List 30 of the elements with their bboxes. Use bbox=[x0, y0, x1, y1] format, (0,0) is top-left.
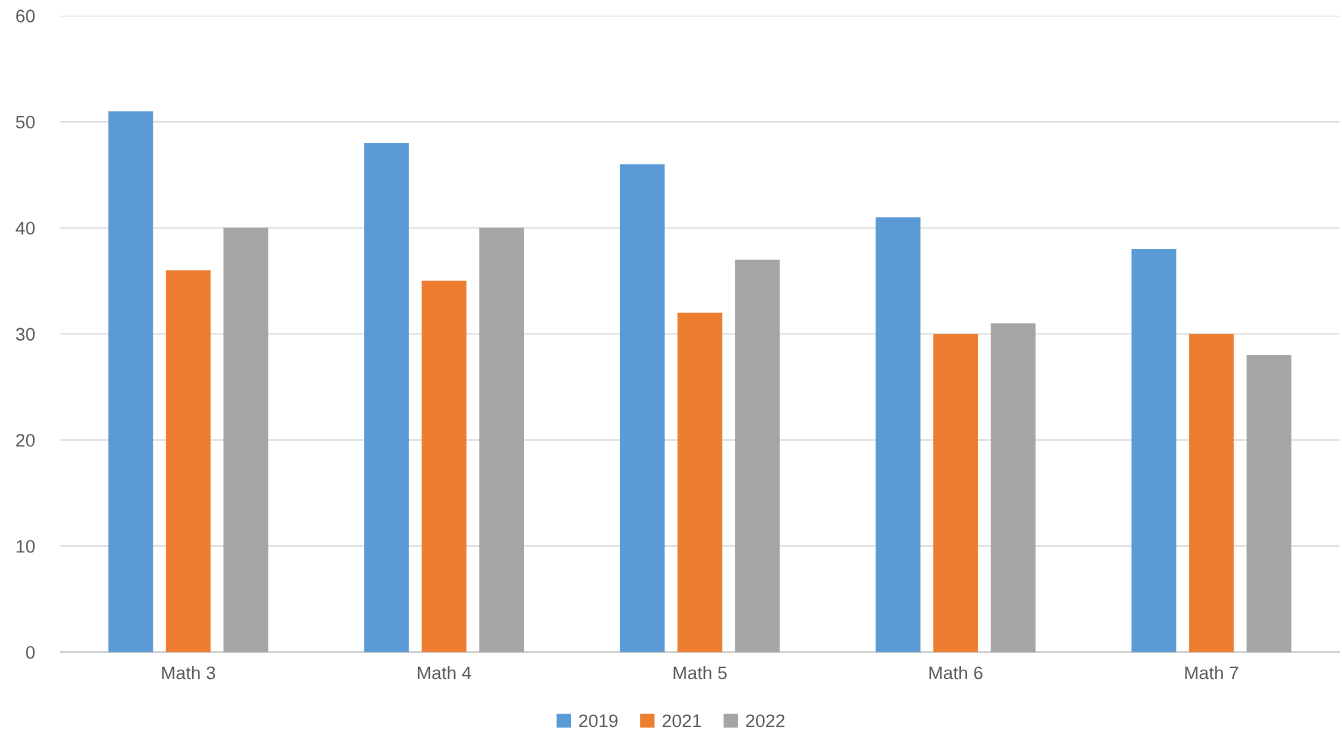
bar bbox=[990, 323, 1036, 653]
legend-label: 2021 bbox=[662, 714, 702, 728]
legend-label: 2022 bbox=[746, 714, 785, 728]
bar bbox=[875, 217, 921, 653]
x-tick-label: Math 3 bbox=[162, 666, 216, 680]
y-tick-label: 40 bbox=[15, 221, 35, 235]
x-tick-label: Math 7 bbox=[1185, 666, 1239, 680]
y-tick-label: 30 bbox=[16, 327, 35, 341]
x-tick-label: Math 6 bbox=[929, 666, 983, 680]
bar bbox=[479, 227, 524, 653]
bar bbox=[108, 111, 154, 653]
bar bbox=[735, 259, 780, 653]
bar bbox=[421, 280, 467, 653]
bar bbox=[933, 333, 979, 653]
y-tick-label: 50 bbox=[16, 115, 35, 129]
y-tick-label: 60 bbox=[16, 9, 35, 23]
bar bbox=[1131, 249, 1177, 653]
y-tick-label: 20 bbox=[16, 433, 35, 447]
bar bbox=[619, 164, 665, 653]
bar bbox=[1246, 355, 1292, 653]
x-tick-label: Math 5 bbox=[673, 666, 727, 680]
bar bbox=[165, 270, 211, 653]
x-tick-label: Math 4 bbox=[417, 666, 472, 680]
bar bbox=[1189, 333, 1234, 653]
bar bbox=[223, 227, 269, 653]
y-tick-label: 0 bbox=[26, 646, 35, 659]
bar bbox=[364, 142, 409, 653]
bar bbox=[677, 312, 723, 653]
legend-label: 2019 bbox=[579, 714, 618, 728]
y-tick-label: 10 bbox=[16, 539, 35, 553]
